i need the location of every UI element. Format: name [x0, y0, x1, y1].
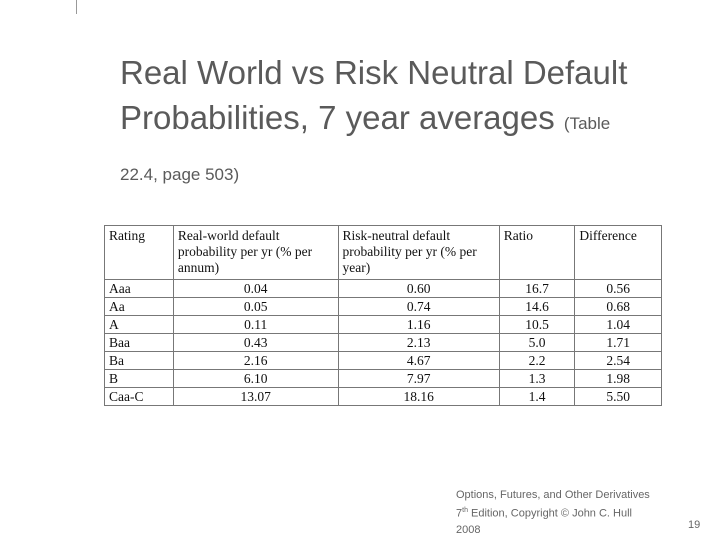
value-cell: 16.7 [498, 279, 576, 298]
value-cell: 0.74 [337, 297, 500, 316]
rating-cell: Baa [104, 333, 174, 352]
header-row: Rating Real-world default probability per… [104, 225, 662, 280]
table-row: Aa 0.05 0.74 14.6 0.68 [104, 297, 662, 316]
rating-cell: Caa-C [104, 387, 174, 406]
value-cell: 2.16 [172, 351, 339, 370]
value-cell: 1.98 [574, 369, 662, 388]
value-cell: 5.50 [574, 387, 662, 406]
value-cell: 0.11 [172, 315, 339, 334]
value-cell: 0.56 [574, 279, 662, 298]
footer-line: 7th Edition, Copyright © John C. Hull [456, 503, 676, 522]
table-row: Caa-C 13.07 18.16 1.4 5.50 [104, 387, 662, 406]
rating-cell: B [104, 369, 174, 388]
value-cell: 5.0 [498, 333, 576, 352]
table-row: Ba 2.16 4.67 2.2 2.54 [104, 351, 662, 370]
value-cell: 0.04 [172, 279, 339, 298]
header-cell: Ratio [498, 225, 576, 280]
table-row: Baa 0.43 2.13 5.0 1.71 [104, 333, 662, 352]
value-cell: 2.2 [498, 351, 576, 370]
value-cell: 0.43 [172, 333, 339, 352]
header-cell: Risk-neutral default probability per yr … [337, 225, 500, 280]
value-cell: 7.97 [337, 369, 500, 388]
value-cell: 14.6 [498, 297, 576, 316]
value-cell: 2.54 [574, 351, 662, 370]
footer: Options, Futures, and Other Derivatives … [456, 487, 676, 538]
rating-cell: A [104, 315, 174, 334]
value-cell: 10.5 [498, 315, 576, 334]
value-cell: 2.13 [337, 333, 500, 352]
value-cell: 1.3 [498, 369, 576, 388]
slide-title: Real World vs Risk Neutral Default Proba… [120, 50, 640, 197]
value-cell: 1.4 [498, 387, 576, 406]
value-cell: 1.04 [574, 315, 662, 334]
value-cell: 4.67 [337, 351, 500, 370]
value-cell: 6.10 [172, 369, 339, 388]
table-row: Aaa 0.04 0.60 16.7 0.56 [104, 279, 662, 298]
value-cell: 0.60 [337, 279, 500, 298]
footer-text: Edition, Copyright © John C. Hull [471, 507, 632, 520]
title-note: (Table 22.4, page 503) [120, 114, 611, 184]
rating-cell: Aa [104, 297, 174, 316]
footer-year: 2008 [456, 523, 481, 536]
decor-rule [76, 0, 77, 14]
data-table: Rating Real-world default probability per… [104, 225, 662, 406]
value-cell: 13.07 [172, 387, 339, 406]
value-cell: 0.05 [172, 297, 339, 316]
header-cell: Real-world default probability per yr (%… [172, 225, 339, 280]
table-row: B 6.10 7.97 1.3 1.98 [104, 369, 662, 388]
table-body: Aaa 0.04 0.60 16.7 0.56 Aa 0.05 0.74 14.6 0.68 A 0.… [104, 279, 662, 406]
rating-cell: Aaa [104, 279, 174, 298]
value-cell: 0.68 [574, 297, 662, 316]
page-number: 19 [688, 519, 701, 531]
value-cell: 1.16 [337, 315, 500, 334]
title-main: Real World vs Risk Neutral Default Proba… [120, 54, 628, 136]
header-cell: Rating [104, 225, 174, 280]
table-row: A 0.11 1.16 10.5 1.04 [104, 315, 662, 334]
header-cell: Difference [574, 225, 662, 280]
footer-line: Options, Futures, and Other Derivatives [456, 489, 650, 501]
footer-edition-suffix: th [462, 507, 468, 514]
footer-edition: 7 [456, 507, 463, 520]
rating-cell: Ba [104, 351, 174, 370]
value-cell: 1.71 [574, 333, 662, 352]
value-cell: 18.16 [337, 387, 500, 406]
